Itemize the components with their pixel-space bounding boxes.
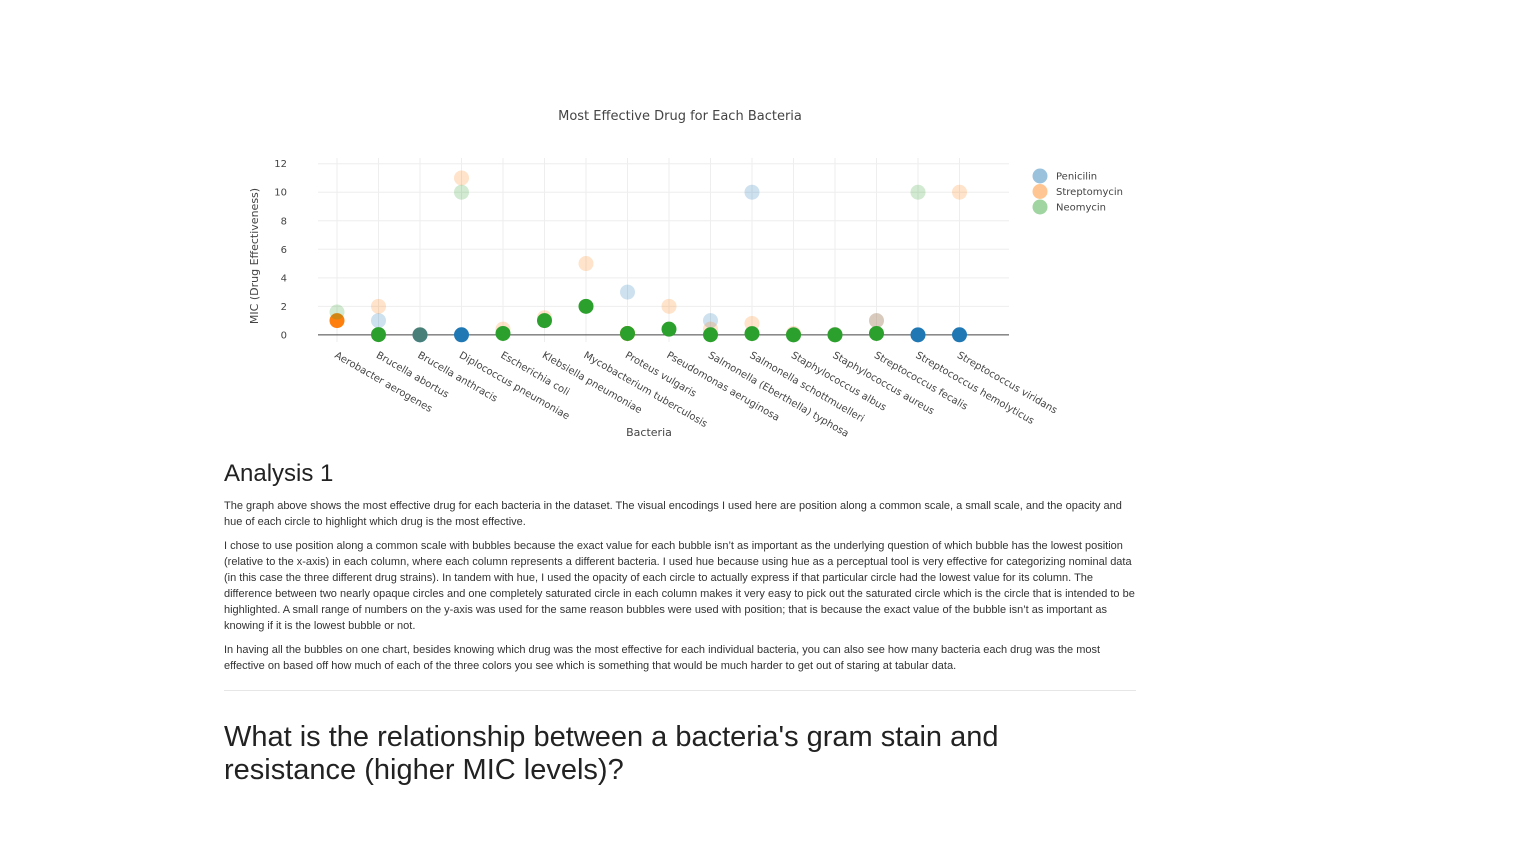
divider <box>224 690 1136 691</box>
legend-marker <box>1032 168 1048 184</box>
chart-title: Most Effective Drug for Each Bacteria <box>558 109 802 124</box>
bubble <box>454 327 469 343</box>
bubble <box>329 304 345 320</box>
bubble <box>661 298 677 314</box>
bubble <box>910 184 926 200</box>
plot-area <box>329 128 967 343</box>
paragraph: In having all the bubbles on one chart, … <box>224 644 1101 672</box>
bubble <box>952 184 967 200</box>
bubble <box>412 327 428 343</box>
bubble <box>703 327 718 343</box>
bubble <box>371 298 386 314</box>
bubble <box>869 325 884 341</box>
y-tick-label: 2 <box>281 302 287 313</box>
bubble <box>786 327 801 343</box>
bubble <box>412 327 428 343</box>
legend-label: Penicilin <box>1056 172 1097 183</box>
bubble <box>744 184 760 200</box>
y-tick-label: 4 <box>281 273 287 284</box>
x-axis-title: Bacteria <box>626 426 672 439</box>
y-tick-label: 0 <box>281 330 287 341</box>
bubble <box>620 325 635 341</box>
bubble <box>703 313 718 329</box>
paragraph: The graph above shows the most effective… <box>224 500 1122 528</box>
bubble <box>412 327 428 343</box>
y-tick-label: 8 <box>281 216 287 227</box>
bubble <box>620 284 635 300</box>
bubble <box>744 326 760 342</box>
legend-label: Neomycin <box>1056 203 1106 214</box>
bubble <box>578 298 594 314</box>
question: What is the relationship between a bacte… <box>224 721 999 786</box>
y-axis-title: MIC (Drug Effectiveness) <box>248 188 261 324</box>
bubble <box>537 313 552 329</box>
bubble <box>952 327 967 343</box>
legend-label: Streptomycin <box>1056 187 1123 198</box>
bubble <box>495 325 511 341</box>
bubble <box>578 256 594 272</box>
bubble <box>661 321 677 337</box>
legend-marker <box>1032 184 1048 199</box>
y-tick-label: 10 <box>274 188 287 199</box>
paragraph: I chose to use position along a common s… <box>224 540 1135 632</box>
bubble <box>329 313 345 329</box>
analysis: Analysis 1 The graph above shows the mos… <box>224 458 1136 787</box>
bubble <box>371 313 386 329</box>
heading: Analysis 1 <box>224 460 334 487</box>
bubble <box>911 128 926 143</box>
legend-marker <box>1032 199 1048 215</box>
bubble <box>910 327 926 343</box>
bubble <box>454 184 469 200</box>
y-tick-label: 12 <box>274 159 287 170</box>
bubble <box>371 327 386 343</box>
y-tick-label: 6 <box>281 245 287 256</box>
chart: Most Effective Drug for Each Bacteria Ba… <box>248 109 1123 440</box>
bubble <box>454 170 469 186</box>
bubble <box>827 327 843 343</box>
bubble <box>869 313 884 329</box>
bubble <box>869 313 884 329</box>
